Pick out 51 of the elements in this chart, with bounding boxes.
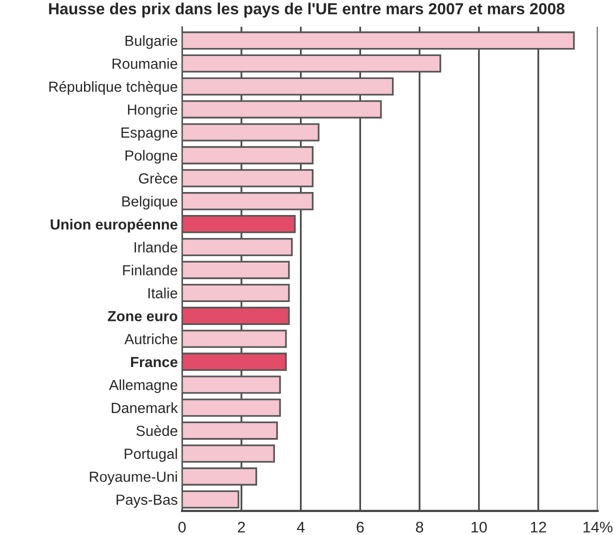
bar	[182, 444, 275, 463]
y-tick-label: Suède	[136, 425, 178, 436]
y-tick-label: Zone euro	[108, 311, 178, 322]
x-tick-label: 14%	[584, 522, 612, 533]
x-tick-label: 2	[238, 522, 245, 532]
bar	[182, 192, 314, 210]
y-tick-label: Bulgarie	[126, 35, 178, 49]
x-tick-label: 6	[356, 522, 364, 533]
y-tick-label: Hongrie	[128, 104, 178, 118]
y-tick-label: Belgique	[122, 196, 178, 210]
y-tick-label: Roumanie	[112, 58, 178, 69]
bar	[182, 146, 314, 164]
y-tick-label: Irlande	[134, 242, 178, 252]
y-tick-label: France	[131, 357, 178, 368]
bar	[182, 352, 287, 371]
bar	[182, 284, 290, 302]
bar	[182, 260, 290, 280]
chart-title: Hausse des prix dans les pays de l'UE entre mars 2007 et mars 2008	[49, 2, 565, 18]
bar	[182, 31, 575, 50]
y-tick-label: Pologne	[126, 150, 178, 164]
bar	[182, 467, 258, 486]
y-tick-label: Italie	[148, 288, 178, 298]
y-tick-label: Grèce	[138, 172, 178, 184]
bar	[182, 54, 442, 73]
bar	[182, 422, 278, 440]
bar	[182, 490, 240, 509]
bar	[182, 123, 320, 142]
y-tick-label: Finlande	[123, 264, 178, 276]
x-tick-label: 12	[530, 522, 546, 532]
y-tick-label: Pays-Bas	[116, 494, 178, 508]
y-tick-label: Danemark	[112, 402, 178, 414]
y-tick-label: Autriche	[124, 334, 178, 344]
bar	[182, 169, 314, 188]
bar	[182, 306, 290, 325]
bar	[182, 376, 281, 394]
y-tick-label: Espagne	[122, 128, 178, 141]
bar	[182, 214, 296, 234]
y-tick-label: République tchèque	[49, 81, 178, 95]
bar	[182, 330, 287, 348]
bar	[182, 238, 293, 256]
y-tick-label: Allemagne	[109, 379, 178, 394]
x-tick-label: 0	[178, 522, 186, 533]
y-tick-label: Union européenne	[50, 218, 178, 232]
bar	[182, 100, 382, 118]
y-tick-label: Portugal	[124, 448, 177, 462]
bar	[182, 77, 394, 96]
x-tick-label: 8	[416, 522, 424, 533]
x-tick-label: 10	[472, 522, 487, 533]
bar	[182, 398, 281, 417]
x-tick-label: 4	[296, 522, 305, 532]
y-tick-label: Royaume-Uni	[90, 471, 177, 485]
